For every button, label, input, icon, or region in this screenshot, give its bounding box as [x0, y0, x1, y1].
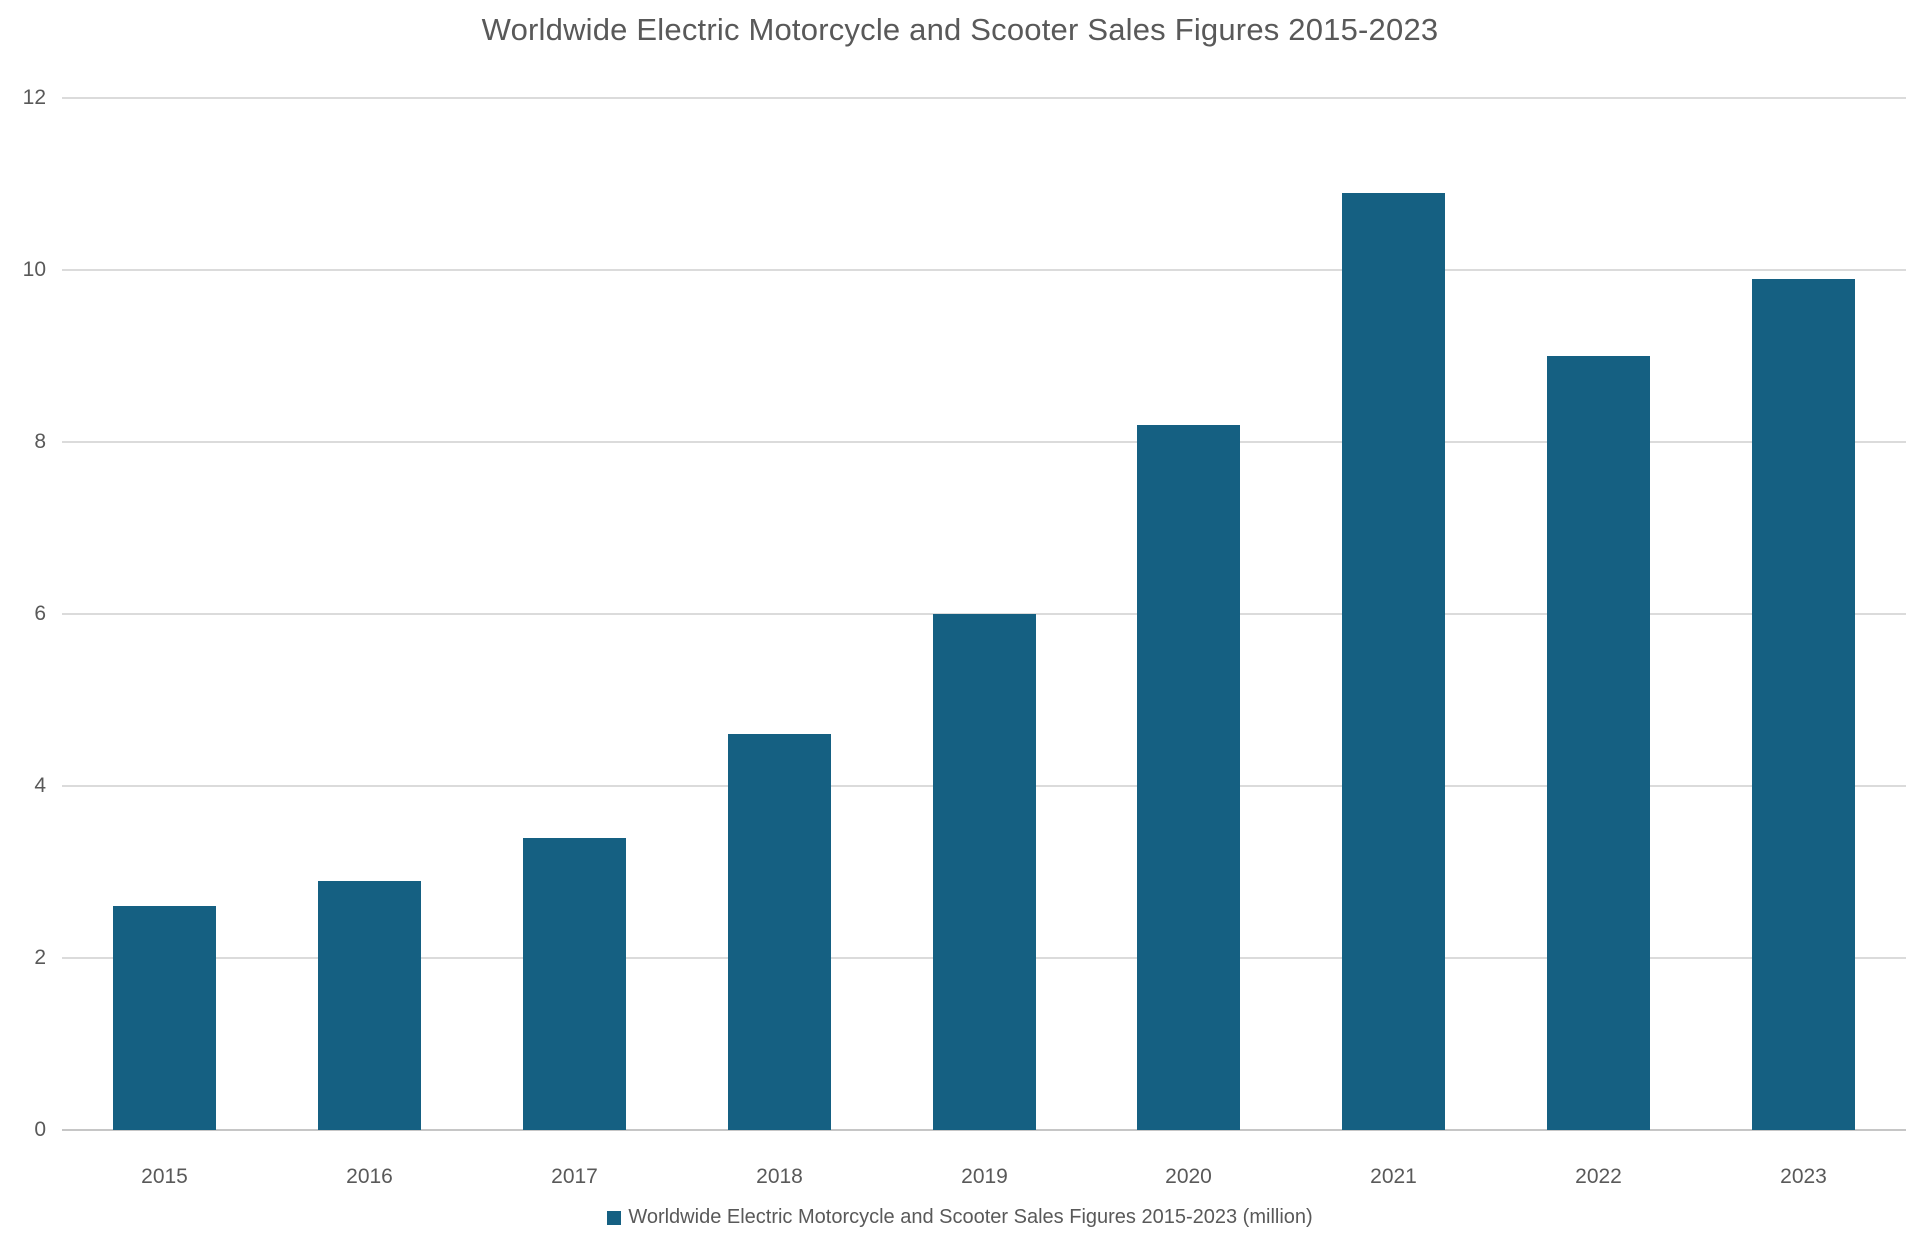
bar-2017	[523, 838, 626, 1130]
y-axis-tick-label: 8	[34, 430, 46, 453]
y-axis-tick-label: 0	[34, 1118, 46, 1141]
x-axis-tick-label: 2019	[961, 1165, 1008, 1188]
y-axis-tick-label: 2	[34, 946, 46, 969]
gridline	[62, 97, 1906, 99]
y-axis-tick-label: 10	[22, 258, 46, 281]
bar-2018	[728, 734, 831, 1130]
x-axis-tick-label: 2016	[346, 1165, 393, 1188]
chart-title: Worldwide Electric Motorcycle and Scoote…	[481, 12, 1439, 47]
bar-2020	[1137, 425, 1240, 1130]
x-axis-tick-label: 2022	[1575, 1165, 1622, 1188]
x-axis-tick-label: 2018	[756, 1165, 803, 1188]
bar-2019	[933, 614, 1036, 1130]
y-axis-tick-label: 4	[34, 774, 46, 797]
y-axis-tick-label: 12	[22, 86, 46, 109]
legend: Worldwide Electric Motorcycle and Scoote…	[0, 1206, 1920, 1229]
y-axis-tick-label: 6	[34, 602, 46, 625]
legend-marker-icon	[607, 1210, 622, 1225]
x-axis-tick-label: 2021	[1370, 1165, 1417, 1188]
bar-2016	[318, 881, 421, 1130]
x-axis-tick-label: 2015	[141, 1165, 188, 1188]
bar-2023	[1752, 279, 1855, 1130]
gridline	[62, 269, 1906, 271]
gridline	[62, 441, 1906, 443]
x-axis-tick-label: 2017	[551, 1165, 598, 1188]
x-axis-tick-label: 2023	[1780, 1165, 1827, 1188]
x-axis-tick-label: 2020	[1165, 1165, 1212, 1188]
bar-2015	[113, 906, 216, 1130]
bar-2022	[1547, 356, 1650, 1130]
x-axis-line	[62, 1129, 1906, 1131]
bar-2021	[1342, 193, 1445, 1130]
legend-label: Worldwide Electric Motorcycle and Scoote…	[628, 1206, 1313, 1228]
